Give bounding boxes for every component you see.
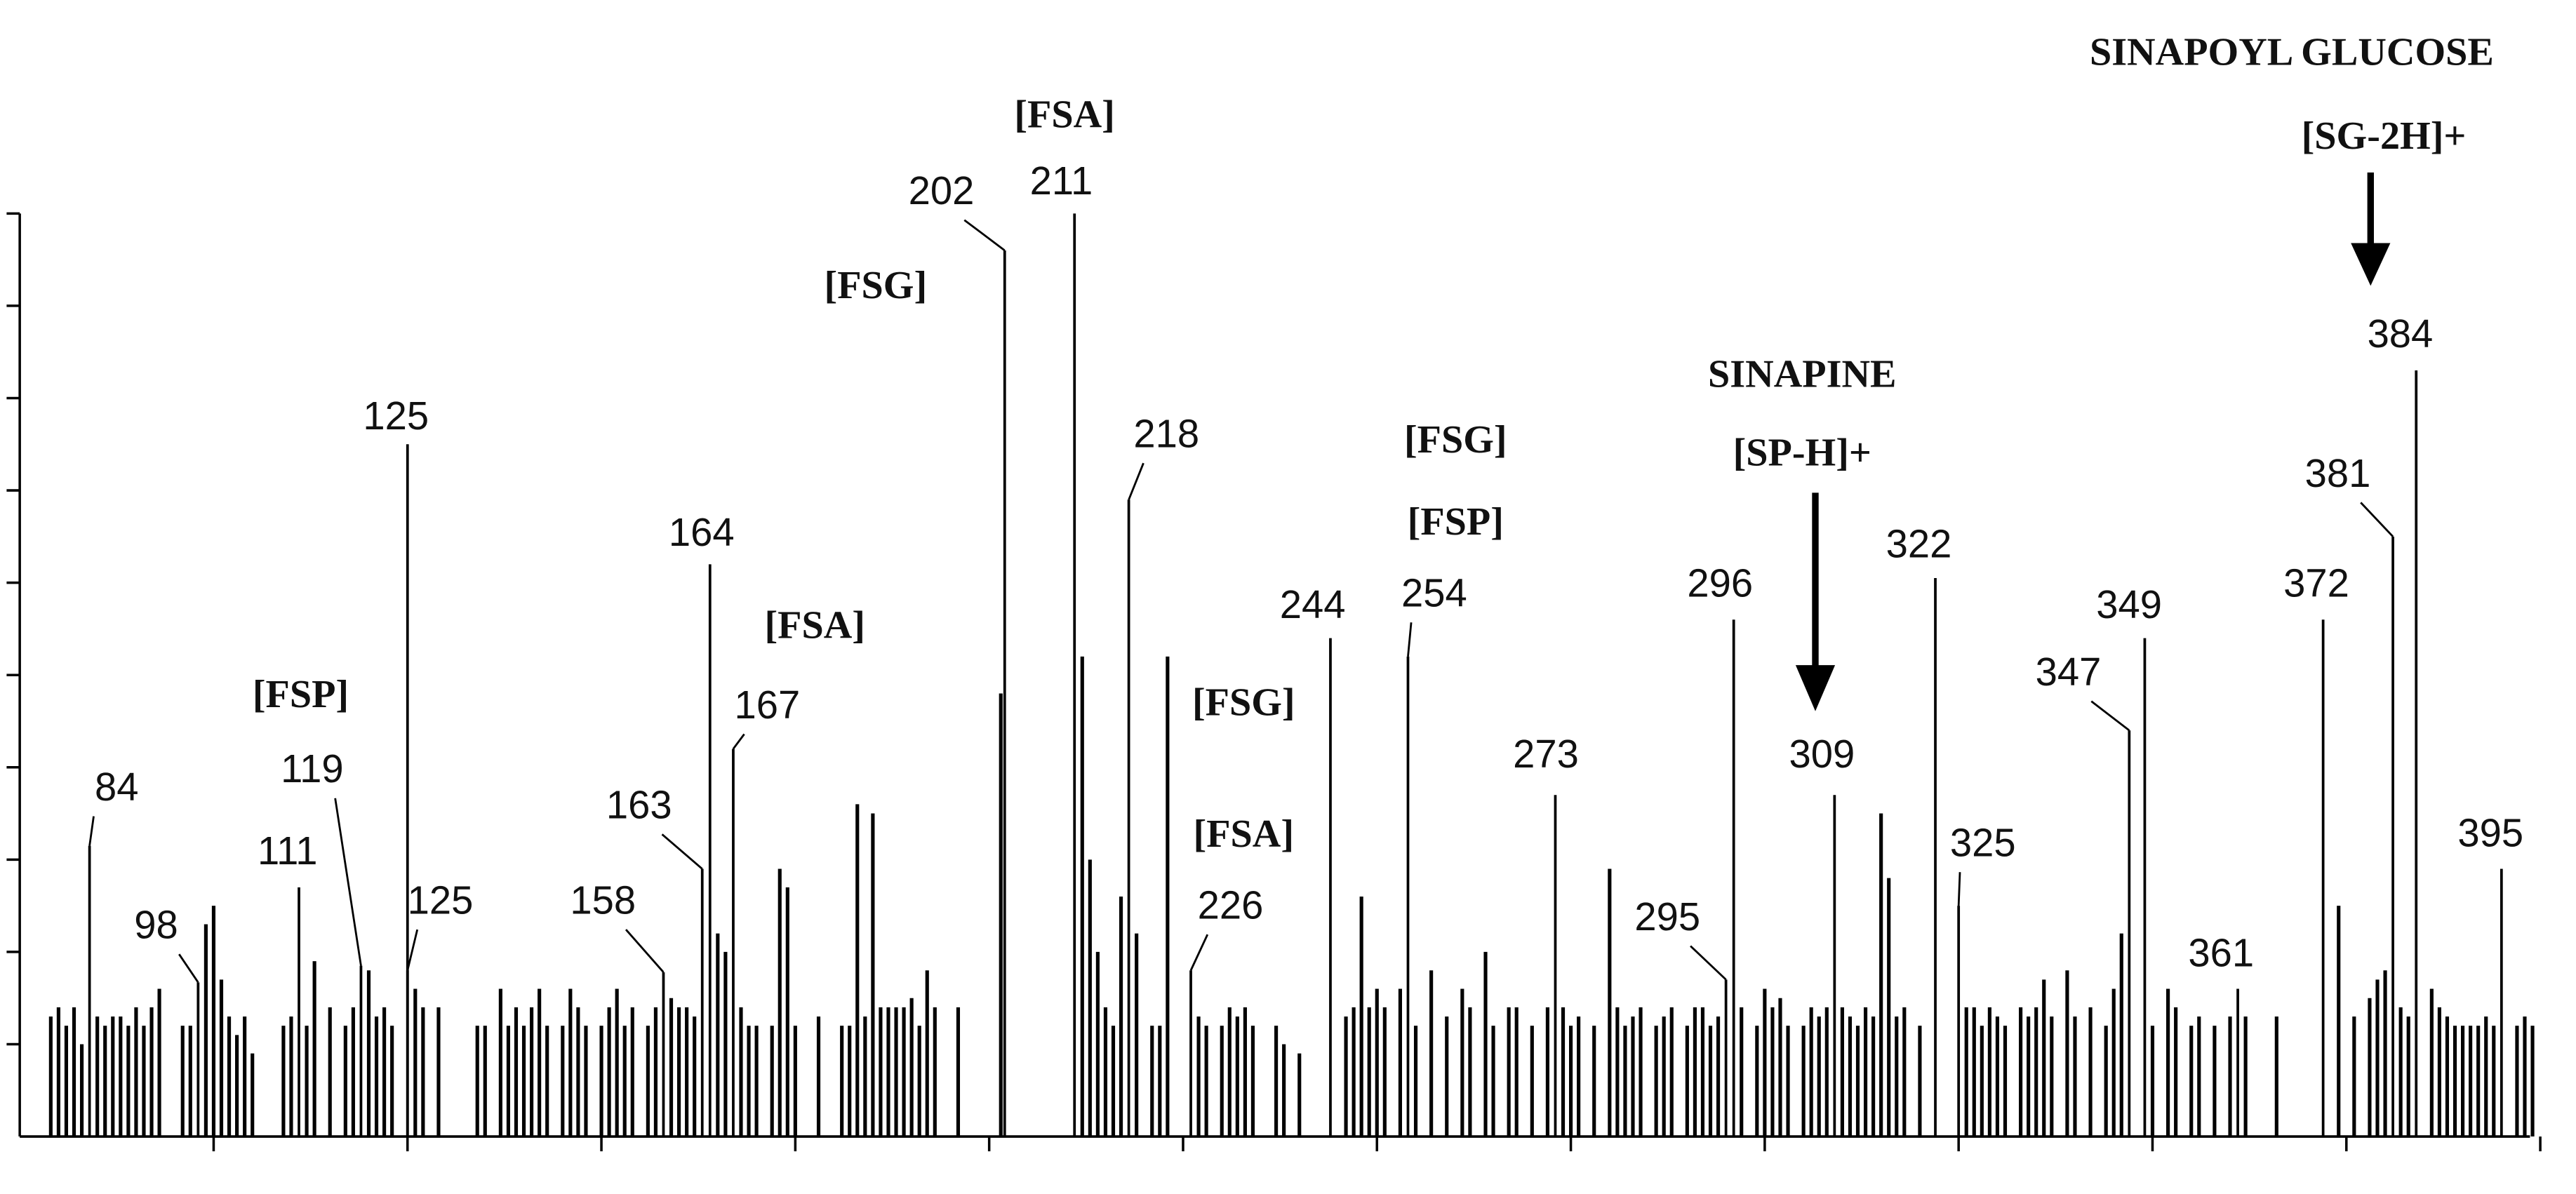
annotation: [FSA] [1194, 812, 1295, 856]
peak-label: 349 [2096, 582, 2162, 626]
peak-label: 361 [2188, 930, 2254, 974]
peak-label: 254 [1401, 571, 1467, 615]
peak-label: 119 [281, 746, 344, 791]
peak-label: 125 [363, 394, 429, 438]
peak-label: 384 [2368, 311, 2434, 356]
leader-line [963, 219, 1006, 252]
leader-line [732, 733, 745, 750]
annotation: [FSG] [1404, 418, 1507, 462]
peak-label: 347 [2036, 650, 2102, 694]
peak-label: 295 [1634, 894, 1700, 939]
annotation: [FSG] [825, 264, 928, 307]
peak-label: 163 [606, 783, 672, 827]
annotation: [FSP] [253, 673, 349, 716]
leader-line [661, 833, 703, 870]
peak-label: 84 [95, 765, 138, 809]
leader-line [406, 929, 419, 971]
peak-label: 395 [2457, 810, 2523, 854]
leader-line [178, 953, 199, 984]
annotation: [FSP] [1408, 500, 1504, 544]
peak-label: 244 [1280, 582, 1346, 626]
peak-label: 218 [1133, 412, 1199, 456]
peak-label: 125 [408, 878, 474, 922]
leader-line [1690, 945, 1727, 981]
annotation: [SP-H]+ [1733, 431, 1871, 475]
peak-label: 164 [669, 510, 735, 554]
peak-label: 211 [1030, 159, 1093, 203]
annotation: [FSA] [764, 604, 865, 648]
peak-label: 273 [1513, 732, 1579, 776]
leader-line [334, 798, 362, 966]
annotation: [FSA] [1014, 93, 1115, 136]
peak-label: 381 [2305, 451, 2371, 495]
leader-line [88, 816, 95, 846]
annotation: SINAPOYL GLUCOSE [2090, 30, 2494, 74]
peak-label: 372 [2283, 561, 2349, 605]
peak-label: 325 [1950, 821, 2016, 865]
peak-label: 296 [1687, 561, 1753, 605]
annotation: [FSG] [1192, 681, 1295, 725]
peak-label: 226 [1198, 883, 1264, 927]
annotation: [SG-2H]+ [2302, 114, 2467, 158]
peak-label: 322 [1886, 521, 1952, 565]
peak-label: 167 [734, 683, 800, 727]
peak-label: 111 [258, 829, 317, 873]
leader-line [1189, 934, 1209, 971]
arrow [2351, 172, 2391, 286]
leader-line [1407, 622, 1413, 657]
peak-label: 202 [909, 168, 975, 213]
leader-line [2090, 700, 2130, 732]
peak-label: 158 [570, 878, 636, 922]
leader-line [1957, 872, 1961, 906]
peak-label: 98 [134, 903, 178, 947]
leader-line [1128, 462, 1144, 500]
leader-line [2360, 502, 2394, 537]
peak-label: 309 [1789, 732, 1855, 776]
leader-line [625, 929, 665, 973]
annotation: SINAPINE [1708, 352, 1896, 396]
arrow [1795, 492, 1836, 711]
